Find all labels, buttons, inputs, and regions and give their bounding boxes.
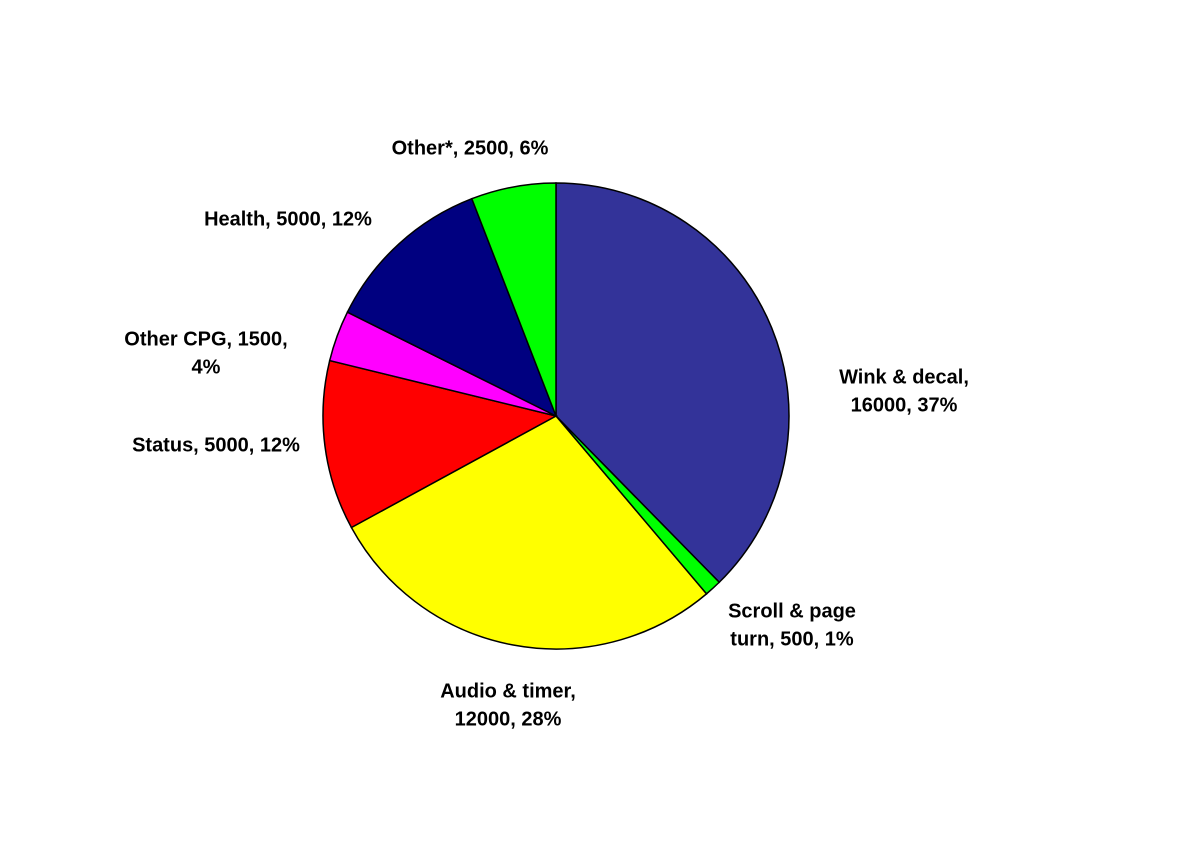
slice-label: 4% (192, 356, 221, 378)
pie-slice (350, 415, 708, 650)
slice-label: Wink & decal, (839, 366, 969, 388)
pie-slice (346, 197, 558, 418)
slice-label: turn, 500, 1% (730, 628, 854, 650)
slice-label: 12000, 28% (455, 708, 562, 730)
pie-slice (555, 182, 790, 584)
slice-label: Audio & timer, (440, 680, 576, 702)
slice-label: Other CPG, 1500, (124, 328, 287, 350)
slice-label: Scroll & page (728, 600, 856, 622)
slice-label: 16000, 37% (851, 394, 958, 416)
slice-label: Status, 5000, 12% (132, 434, 300, 456)
pie-slice (470, 182, 557, 417)
slice-label: Health, 5000, 12% (204, 208, 372, 230)
slice-label: Other*, 2500, 6% (392, 137, 549, 159)
